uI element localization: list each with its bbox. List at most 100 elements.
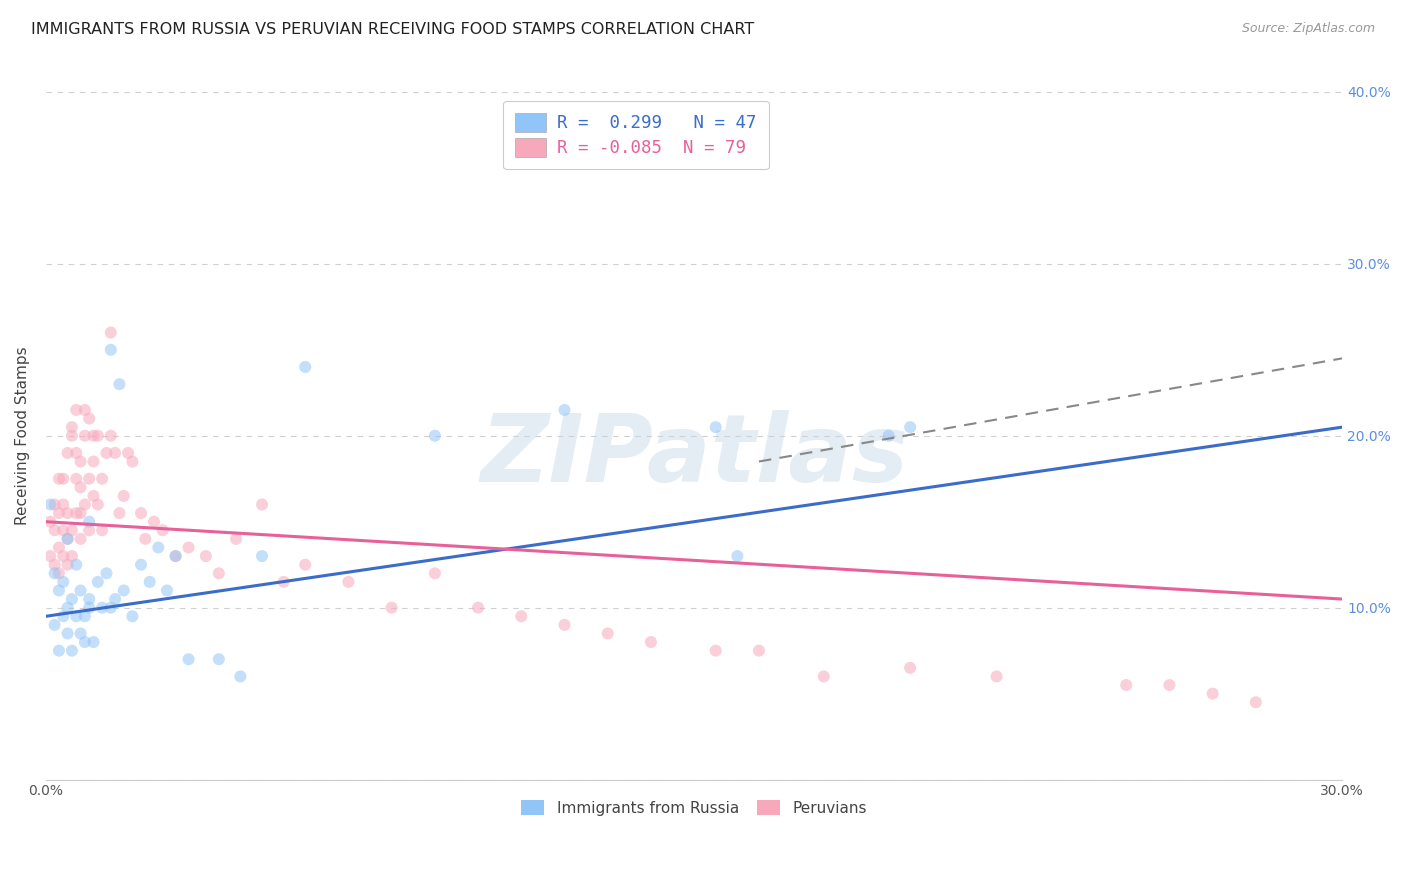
Point <box>77 472 100 486</box>
Point <box>467 600 489 615</box>
Point <box>112 583 135 598</box>
Point <box>877 428 900 442</box>
Point <box>39 549 62 563</box>
Point <box>165 549 187 563</box>
Point <box>121 454 143 468</box>
Point <box>104 446 127 460</box>
Point <box>44 558 66 572</box>
Point <box>748 643 770 657</box>
Point <box>250 498 273 512</box>
Point <box>143 515 166 529</box>
Point <box>65 403 87 417</box>
Point <box>52 498 75 512</box>
Point <box>898 420 921 434</box>
Point <box>69 506 91 520</box>
Point <box>39 515 62 529</box>
Point <box>69 480 91 494</box>
Point <box>208 566 231 581</box>
Point <box>73 609 96 624</box>
Point <box>148 541 170 555</box>
Point <box>553 403 575 417</box>
Point <box>553 618 575 632</box>
Point <box>91 472 114 486</box>
Point <box>813 669 835 683</box>
Point <box>121 609 143 624</box>
Point <box>96 446 118 460</box>
Point <box>48 583 70 598</box>
Point <box>100 600 122 615</box>
Point <box>117 446 139 460</box>
Point <box>100 428 122 442</box>
Point <box>87 428 110 442</box>
Point <box>69 532 91 546</box>
Point <box>165 549 187 563</box>
Point <box>87 498 110 512</box>
Point <box>177 652 200 666</box>
Point <box>77 600 100 615</box>
Point <box>73 403 96 417</box>
Point <box>704 420 727 434</box>
Point <box>225 532 247 546</box>
Point <box>44 618 66 632</box>
Point <box>65 609 87 624</box>
Point <box>77 524 100 538</box>
Point <box>48 643 70 657</box>
Point <box>52 574 75 589</box>
Point <box>83 489 105 503</box>
Point <box>704 643 727 657</box>
Point <box>56 532 79 546</box>
Point <box>48 506 70 520</box>
Point <box>65 472 87 486</box>
Point <box>83 635 105 649</box>
Point <box>48 541 70 555</box>
Point <box>69 626 91 640</box>
Point <box>294 359 316 374</box>
Point <box>510 609 533 624</box>
Point <box>156 583 179 598</box>
Point <box>65 506 87 520</box>
Point <box>60 549 83 563</box>
Point <box>898 661 921 675</box>
Point <box>60 428 83 442</box>
Point <box>77 592 100 607</box>
Point <box>250 549 273 563</box>
Point <box>87 574 110 589</box>
Point <box>44 498 66 512</box>
Point <box>44 524 66 538</box>
Text: Source: ZipAtlas.com: Source: ZipAtlas.com <box>1241 22 1375 36</box>
Point <box>229 669 252 683</box>
Point <box>69 583 91 598</box>
Point <box>73 428 96 442</box>
Point <box>52 549 75 563</box>
Point <box>65 558 87 572</box>
Point <box>100 326 122 340</box>
Point <box>56 506 79 520</box>
Point <box>60 420 83 434</box>
Legend: Immigrants from Russia, Peruvians: Immigrants from Russia, Peruvians <box>513 793 875 823</box>
Point <box>100 343 122 357</box>
Point <box>423 566 446 581</box>
Point <box>91 524 114 538</box>
Point <box>91 600 114 615</box>
Point <box>134 532 156 546</box>
Point <box>60 643 83 657</box>
Point <box>112 489 135 503</box>
Point <box>73 635 96 649</box>
Point <box>60 592 83 607</box>
Point <box>104 592 127 607</box>
Point <box>52 609 75 624</box>
Point <box>129 506 152 520</box>
Point <box>725 549 748 563</box>
Point <box>138 574 160 589</box>
Point <box>48 472 70 486</box>
Point <box>1115 678 1137 692</box>
Point <box>152 524 174 538</box>
Point <box>381 600 404 615</box>
Point <box>96 566 118 581</box>
Point <box>56 532 79 546</box>
Point <box>129 558 152 572</box>
Point <box>294 558 316 572</box>
Point <box>44 566 66 581</box>
Point <box>48 566 70 581</box>
Point <box>69 454 91 468</box>
